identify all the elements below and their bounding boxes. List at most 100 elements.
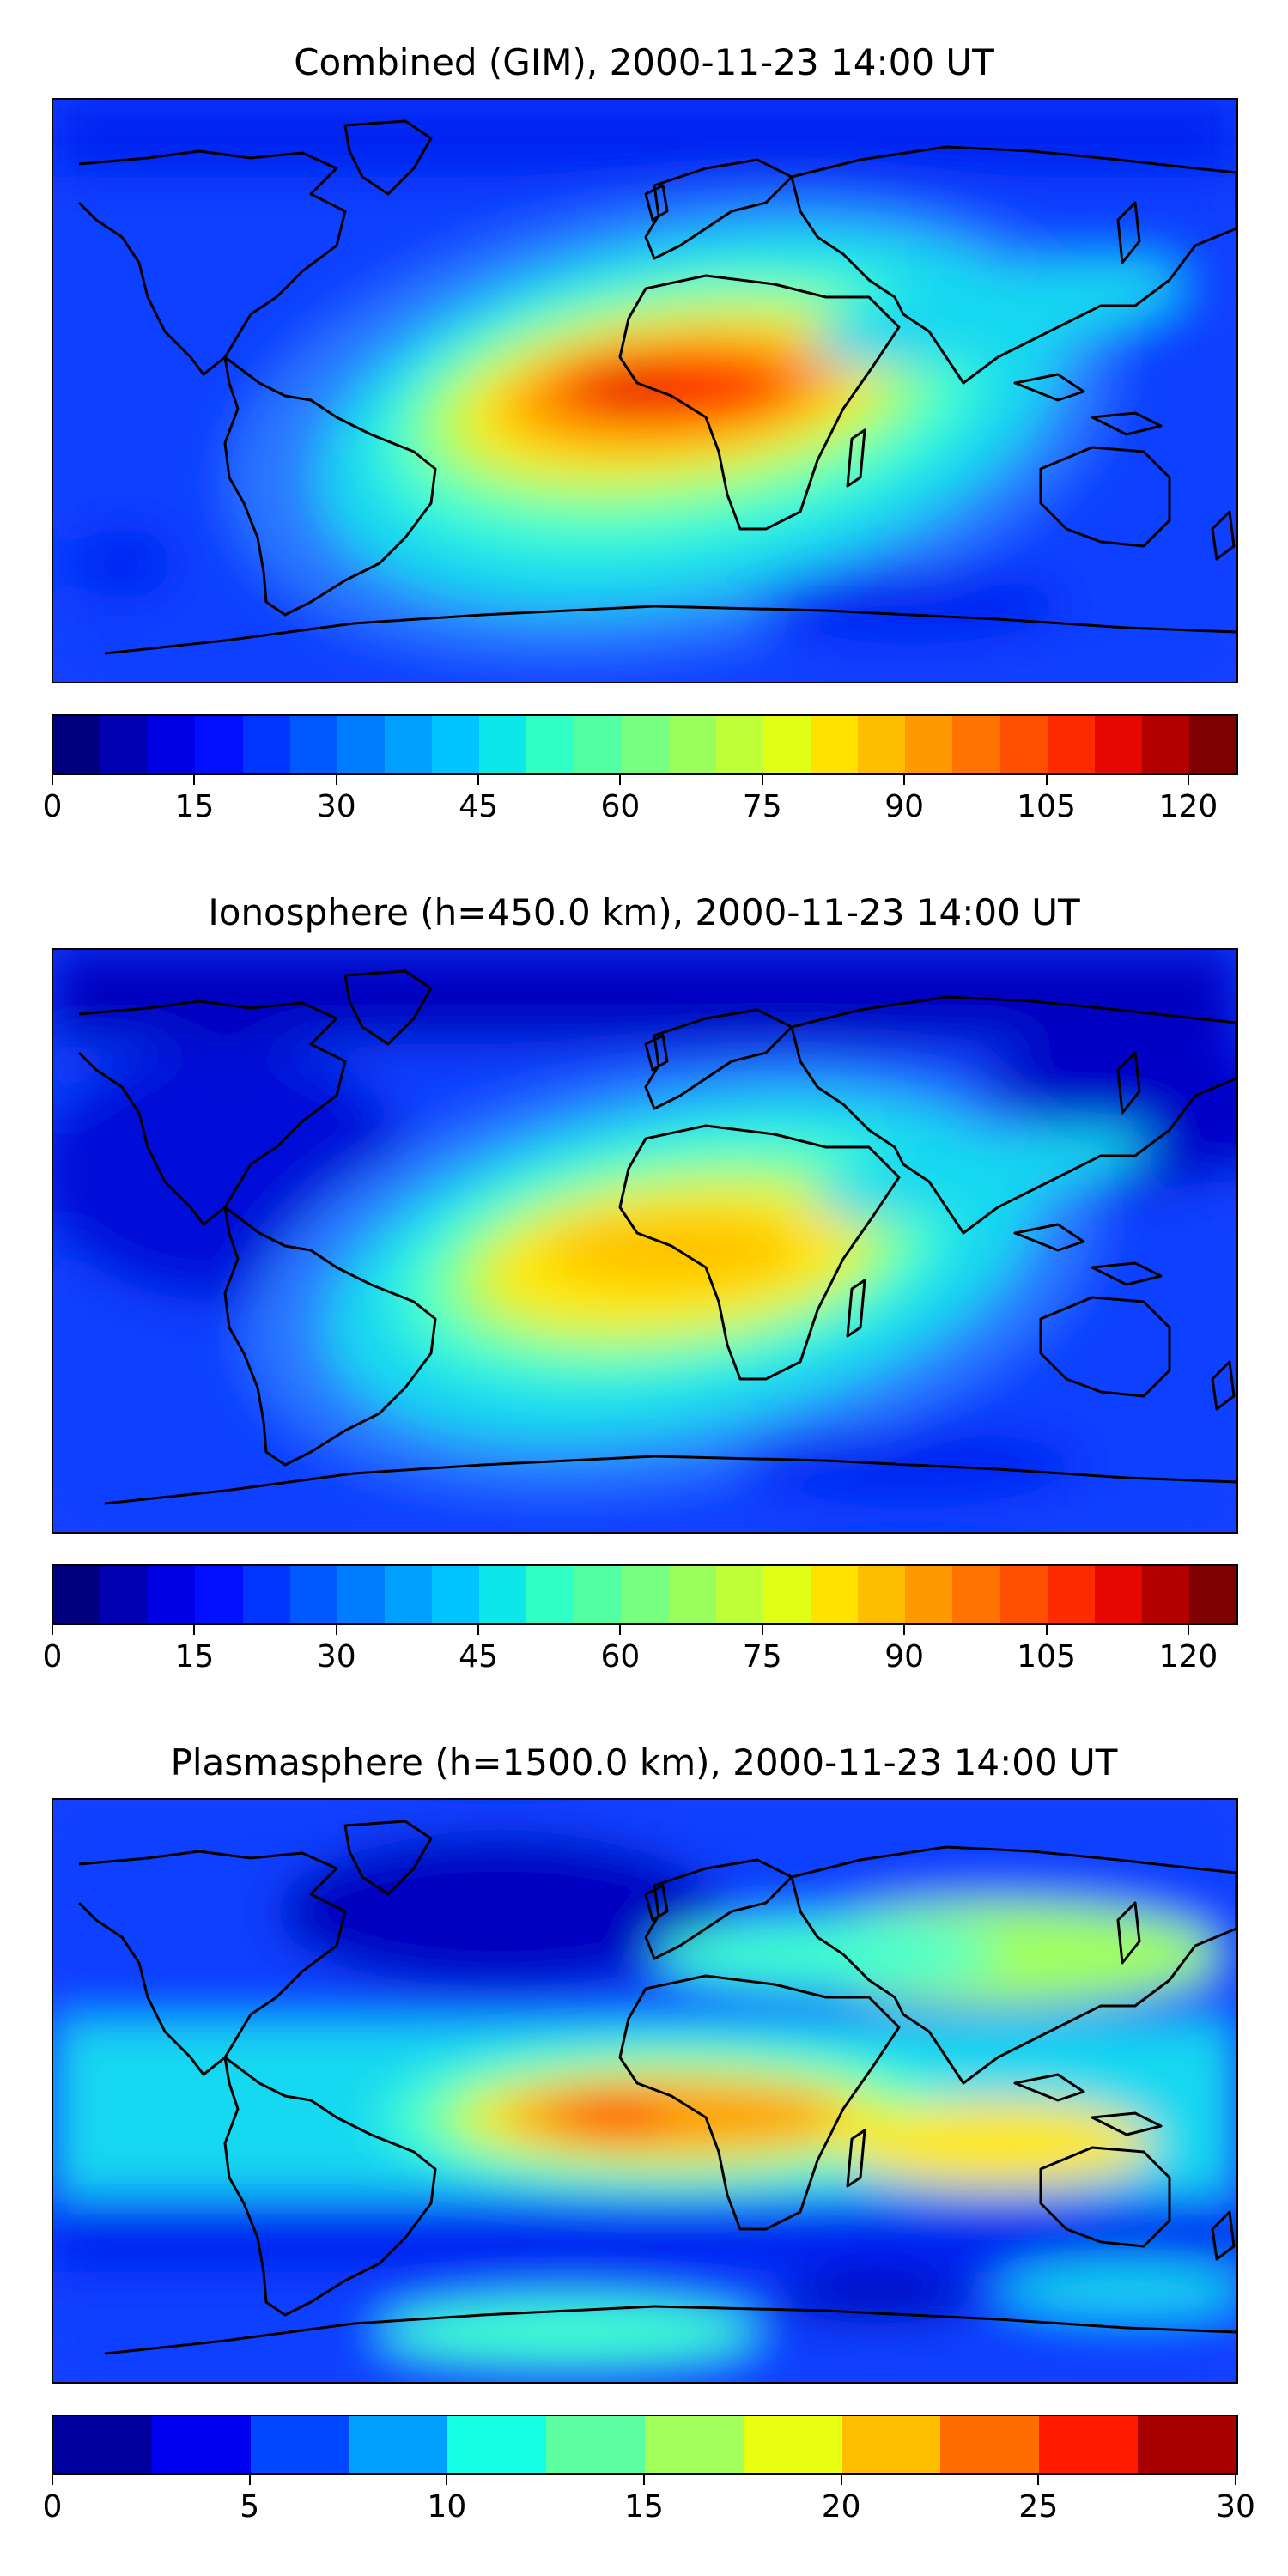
colorbar-segment [337,716,385,773]
colorbar-segment [999,1566,1048,1623]
colorbar-tick-label: 45 [459,789,498,824]
colorbar-segment [621,716,669,773]
colorbar-segment [546,2416,645,2473]
colorbar-tick-mark [1037,2475,1040,2485]
colorbar-segment [447,2416,547,2473]
colorbar-segment [53,716,101,773]
colorbar-tick-label: 105 [1017,789,1076,824]
colorbar-segment [762,716,811,773]
colorbar-segment [952,716,1000,773]
colorbar-tick-mark [477,1625,480,1635]
colorbar-segment [715,716,763,773]
colorbar-segment [1047,716,1095,773]
colorbar-tick-label: 5 [240,2489,260,2524]
colorbar-segment [952,1566,1000,1623]
colorbar-segment [100,716,149,773]
colorbar-tick-mark [335,1625,337,1635]
colorbar-segment [1047,1566,1095,1623]
colorbar-segment [151,2416,251,2473]
colorbar-tick-mark [446,2475,448,2485]
colorbar-segment [841,2416,941,2473]
colorbar-segment [526,716,574,773]
colorbar-tick-label: 20 [821,2489,861,2524]
colorbar-tick-mark [1187,775,1189,785]
colorbar-segment [148,716,196,773]
colorbar-segment [384,1566,432,1623]
colorbar-tick-label: 15 [624,2489,664,2524]
colorbar-segment [574,716,622,773]
colorbar-segment [195,716,243,773]
colorbar-segment [668,716,716,773]
colorbar-segment [858,716,906,773]
colorbar-segment [811,1566,859,1623]
map-combined [52,98,1238,683]
colorbar-tick-label: 25 [1018,2489,1059,2524]
colorbar-tick-mark [1187,1625,1189,1635]
colorbar-tick-mark [335,775,337,785]
colorbar-segment [715,1566,763,1623]
colorbar-segment [384,716,432,773]
colorbar-segment [242,716,290,773]
colorbar-tick-label: 120 [1158,789,1218,824]
colorbar-tick-mark [903,1625,906,1635]
colorbar-segment [195,1566,243,1623]
colorbar-segment [242,1566,290,1623]
colorbar-segment [250,2416,349,2473]
colorbar-ticks-plasmasphere: 0 5 10 15 20 25 30 [43,2475,1255,2526]
tec-map-plasmasphere [53,1800,1236,2382]
colorbar-tick-mark [619,775,622,785]
colorbar-segment [1094,716,1142,773]
colorbar-segment [432,716,480,773]
colorbar-tick-mark [477,775,480,785]
colorbar-segment [100,1566,149,1623]
colorbar-segment [526,1566,574,1623]
colorbar-tick-mark [619,1625,622,1635]
colorbar-tick-label: 15 [174,1639,215,1674]
colorbar-segment [289,716,337,773]
colorbar-ticks-ionosphere: 0 15 30 45 60 75 90 105 120 [43,1625,1236,1676]
colorbar-tick-label: 0 [42,1639,63,1674]
panel-title-plasmasphere: Plasmasphere (h=1500.0 km), 2000-11-23 1… [170,1741,1118,1783]
colorbar-segment [1189,716,1237,773]
colorbar-tick-label: 45 [459,1639,498,1674]
colorbar-ionosphere [52,1564,1238,1625]
colorbar-segment [289,1566,337,1623]
colorbar-segment [53,1566,101,1623]
colorbar-segment [668,1566,716,1623]
colorbar-segment [1141,716,1189,773]
colorbar-tick-label: 75 [742,1639,782,1674]
colorbar-tick-mark [761,1625,763,1635]
colorbar-segment [1094,1566,1142,1623]
colorbar-segment [1138,2416,1236,2473]
colorbar-segment [858,1566,906,1623]
colorbar-tick-label: 60 [600,1639,641,1674]
colorbar-tick-label: 90 [884,1639,925,1674]
colorbar-segment [644,2416,744,2473]
colorbar-segment [905,1566,953,1623]
panel-title-combined: Combined (GIM), 2000-11-23 14:00 UT [294,41,994,83]
colorbar-tick-mark [840,2475,842,2485]
colorbar-tick-label: 0 [42,2489,63,2524]
colorbar-segment [479,716,527,773]
colorbar-tick-mark [1045,1625,1048,1635]
colorbar-segment [940,2416,1040,2473]
colorbar-combined [52,714,1238,775]
colorbar-segment [905,716,953,773]
colorbar-tick-mark [761,775,763,785]
colorbar-tick-mark [193,1625,196,1635]
colorbar-tick-mark [1045,775,1048,785]
colorbar-segment [432,1566,480,1623]
colorbar-segment [999,716,1048,773]
colorbar-tick-label: 90 [884,789,925,824]
colorbar-segment [811,716,859,773]
colorbar-tick-mark [1235,2475,1236,2485]
colorbar-plasmasphere [52,2415,1238,2475]
colorbar-tick-mark [643,2475,645,2485]
map-plasmasphere [52,1798,1238,2384]
colorbar-tick-mark [52,1625,53,1635]
colorbar-segment [762,1566,811,1623]
colorbar-tick-mark [52,2475,53,2485]
colorbar-tick-label: 0 [42,789,63,824]
colorbar-ticks-combined: 0 15 30 45 60 75 90 105 120 [43,775,1236,826]
colorbar-tick-label: 75 [742,789,782,824]
